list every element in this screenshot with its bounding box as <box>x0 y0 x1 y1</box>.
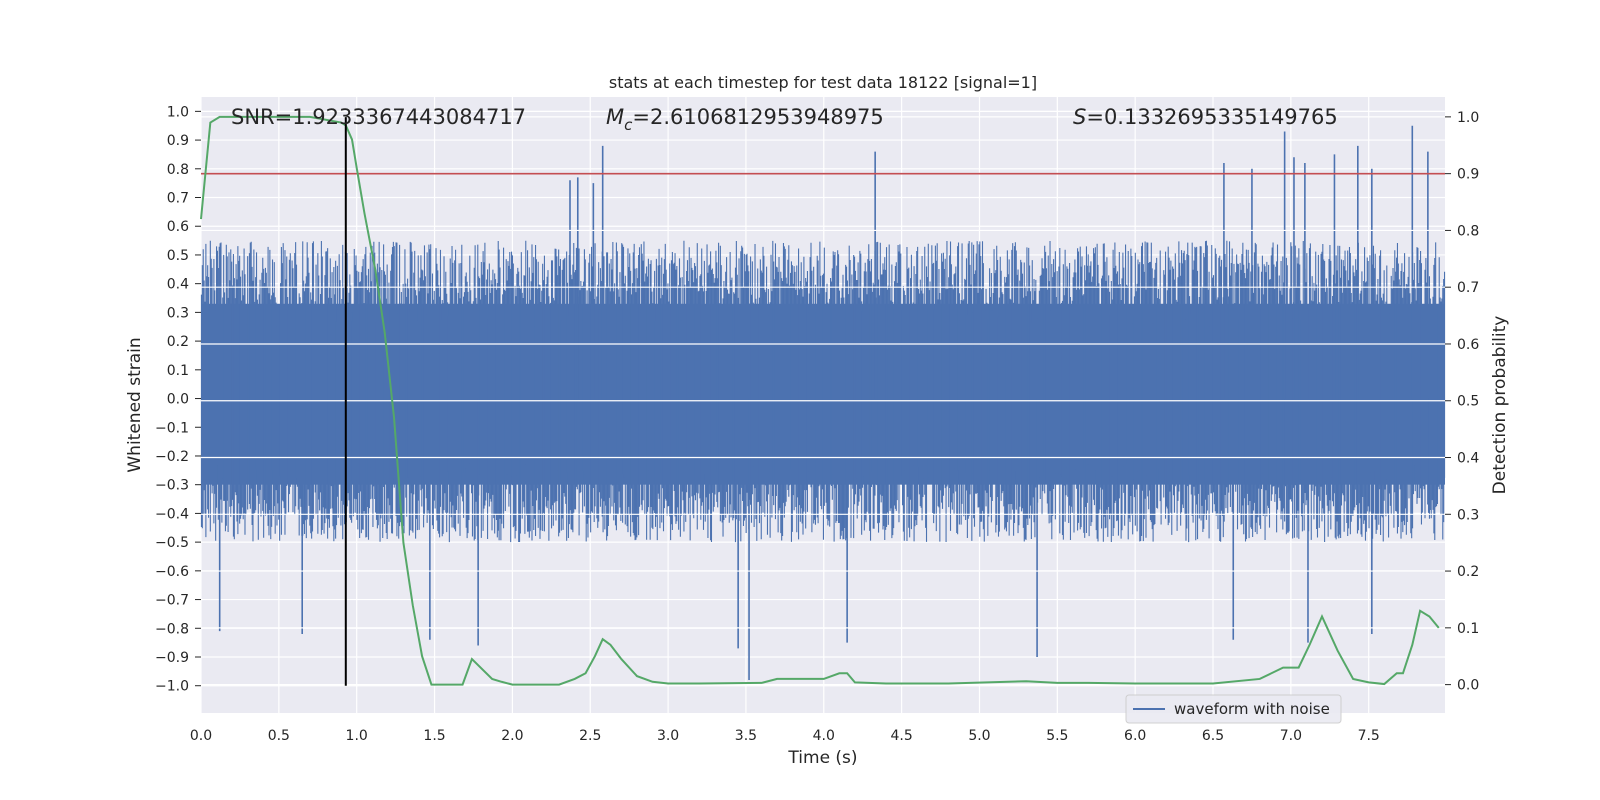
x-tick-label: 4.5 <box>890 728 912 744</box>
y-tick-label: −0.1 <box>155 420 189 436</box>
y-tick-labels: 1.0 0.9 0.8 0.7 0.6 0.5 0.4 0.3 0.2 0.1 0.0 −0.1 −0.… <box>155 104 201 695</box>
y2-axis-label: Detection probability <box>1490 316 1510 495</box>
y-tick-label: 0.4 <box>167 277 189 293</box>
y-tick-label: 0.2 <box>167 334 189 350</box>
s-value: =0.1332695335149765 <box>1086 105 1337 129</box>
y-tick-label: 0.5 <box>167 248 189 264</box>
y-tick-label: −0.3 <box>155 478 189 494</box>
y-tick-label: −0.7 <box>155 593 189 609</box>
y-tick-label: 0.9 <box>167 133 189 149</box>
x-tick-label: 5.5 <box>1046 728 1068 744</box>
x-tick-label: 6.5 <box>1202 728 1224 744</box>
y-tick-label: 0.1 <box>167 363 189 379</box>
y2-tick-label: 0.8 <box>1457 223 1479 239</box>
s-annotation: S=0.1332695335149765 <box>1073 105 1338 129</box>
y2-tick-label: 1.0 <box>1457 110 1479 126</box>
y2-tick-labels: 1.0 0.9 0.8 0.7 0.6 0.5 0.4 0.3 0.2 0.1 0.0 <box>1445 110 1479 694</box>
x-tick-label: 2.0 <box>501 728 523 744</box>
y-tick-label: −0.4 <box>155 506 189 522</box>
y2-tick-label: 0.5 <box>1457 394 1479 410</box>
y-tick-label: −0.2 <box>155 449 189 465</box>
x-tick-label: 6.0 <box>1124 728 1146 744</box>
x-axis-label: Time (s) <box>787 748 857 768</box>
y2-tick-label: 0.1 <box>1457 621 1479 637</box>
y2-tick-label: 0.2 <box>1457 564 1479 580</box>
y-tick-label: 0.3 <box>167 305 189 321</box>
y2-tick-label: 0.9 <box>1457 167 1479 183</box>
legend: waveform with noise <box>1125 694 1342 724</box>
waveform-series <box>200 125 1446 680</box>
chart-title: stats at each timestep for test data 181… <box>609 73 1037 92</box>
legend-box <box>1125 694 1342 724</box>
y2-tick-label: 0.6 <box>1457 337 1479 353</box>
x-tick-label: 4.0 <box>813 728 835 744</box>
chirp-mass-subscript: c <box>624 116 633 134</box>
y-tick-label: 0.0 <box>167 392 189 408</box>
x-tick-label: 0.5 <box>268 728 290 744</box>
y-tick-label: −1.0 <box>155 679 189 695</box>
y2-tick-label: 0.7 <box>1457 280 1479 296</box>
y-axis-label: Whitened strain <box>125 337 145 472</box>
x-tick-label: 2.5 <box>579 728 601 744</box>
x-tick-label: 3.0 <box>657 728 679 744</box>
y-tick-label: −0.9 <box>155 650 189 666</box>
y-tick-label: 0.8 <box>167 162 189 178</box>
y-tick-label: −0.5 <box>155 535 189 551</box>
chirp-mass-value: =2.6106812953948975 <box>632 105 883 129</box>
chirp-mass-annotation: Mc=2.6106812953948975 <box>606 105 884 134</box>
snr-annotation: SNR=1.9233367443084717 <box>231 105 526 129</box>
x-tick-label: 7.5 <box>1358 728 1380 744</box>
chirp-mass-symbol: M <box>606 105 624 129</box>
x-tick-label: 7.0 <box>1280 728 1302 744</box>
x-tick-label: 0.0 <box>190 728 212 744</box>
legend-label-waveform: waveform with noise <box>1174 700 1330 718</box>
y2-tick-label: 0.4 <box>1457 451 1479 467</box>
x-tick-label: 5.0 <box>968 728 990 744</box>
y-tick-label: 0.6 <box>167 219 189 235</box>
y-tick-label: −0.6 <box>155 564 189 580</box>
x-tick-label: 3.5 <box>735 728 757 744</box>
y-tick-label: −0.8 <box>155 621 189 637</box>
y2-tick-label: 0.0 <box>1457 678 1479 694</box>
probability-line <box>200 115 1440 686</box>
y-tick-label: 0.7 <box>167 191 189 207</box>
x-tick-label: 1.5 <box>423 728 445 744</box>
x-tick-labels: 0.0 0.5 1.0 1.5 2.0 2.5 3.0 3.5 4.0 4.5 5.0 5.5 6.0 6… <box>190 728 1380 744</box>
y2-tick-label: 0.3 <box>1457 507 1479 523</box>
x-tick-label: 1.0 <box>346 728 368 744</box>
y-tick-label: 1.0 <box>167 104 189 120</box>
s-symbol: S <box>1073 105 1086 129</box>
